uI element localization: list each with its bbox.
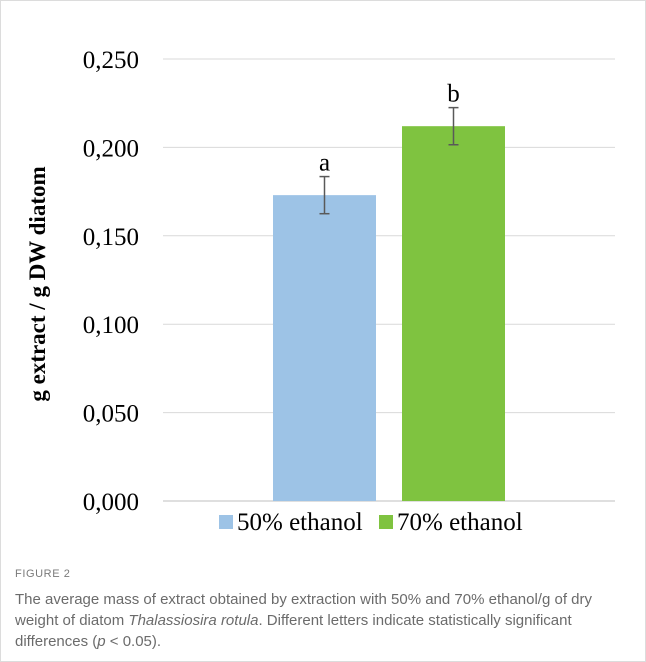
- caption-text-middle: . Different letters indicate statistical…: [15, 612, 572, 650]
- legend: 50% ethanol 70% ethanol: [219, 509, 523, 536]
- bar: [402, 126, 505, 502]
- y-tick-label: 0,050: [83, 401, 139, 428]
- bar-chart: 0,000 0,050 0,100 0,150 0,200 0,250 g extract…: [25, 47, 615, 536]
- significance-letter: a: [319, 150, 330, 177]
- caption-species: Thalassiosira rotula: [128, 612, 259, 629]
- legend-label: 70% ethanol: [397, 509, 523, 536]
- legend-swatch: [219, 515, 233, 529]
- significance-letter: b: [447, 81, 460, 108]
- caption-p-symbol: p: [97, 633, 106, 650]
- figure-label: FIGURE 2: [15, 568, 71, 580]
- y-axis-label: g extract / g DW diatom: [25, 166, 50, 401]
- bar: [273, 195, 376, 502]
- y-tick-label: 0,200: [83, 135, 139, 162]
- legend-swatch: [379, 515, 393, 529]
- legend-label: 50% ethanol: [237, 509, 363, 536]
- y-tick-label: 0,000: [83, 489, 139, 516]
- bars: ab: [273, 81, 505, 502]
- y-tick-labels: 0,000 0,050 0,100 0,150 0,200 0,250: [83, 47, 139, 516]
- y-tick-label: 0,100: [83, 312, 139, 339]
- y-tick-label: 0,250: [83, 47, 139, 74]
- caption-text-after: < 0.05).: [105, 633, 162, 650]
- gridlines: [163, 58, 615, 502]
- y-tick-label: 0,150: [83, 224, 139, 251]
- figure-caption: The average mass of extract obtained by …: [15, 589, 635, 652]
- caption-text-before: The average mass of extract obtained by …: [15, 591, 593, 629]
